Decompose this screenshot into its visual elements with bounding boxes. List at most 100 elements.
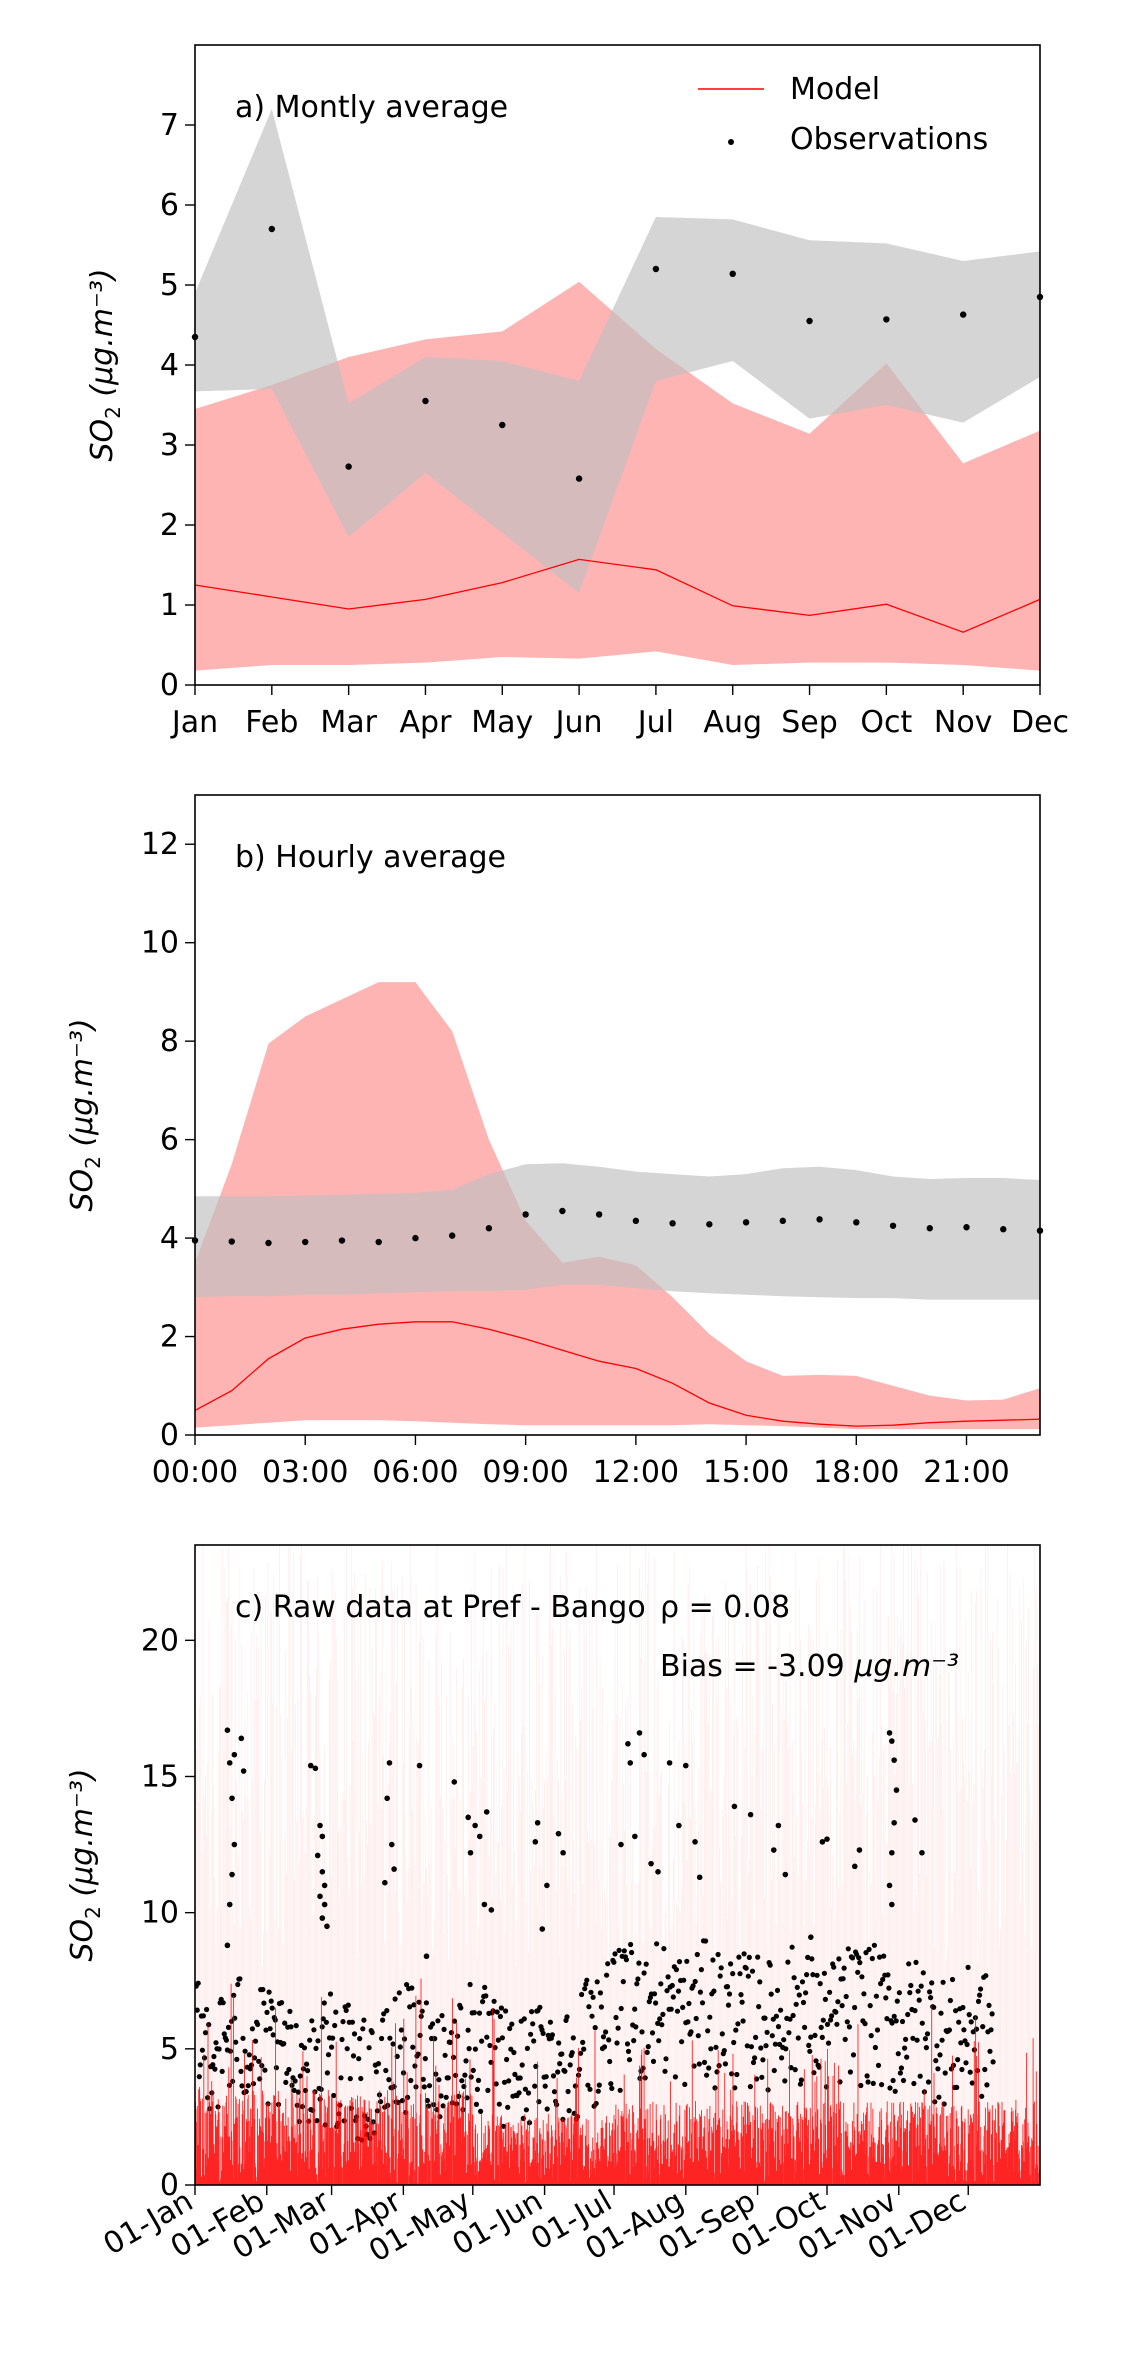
observation-point-h11 (595, 1211, 603, 1218)
observation-point (550, 2073, 557, 2079)
observation-point (289, 2082, 295, 2088)
observation-point (618, 2005, 624, 2012)
observation-outlier-61 (819, 1839, 826, 1845)
observation-point (940, 1979, 946, 1985)
observation-point (966, 2012, 972, 2018)
observation-point (817, 1981, 823, 1987)
observation-point (607, 2058, 613, 2065)
observation-point (525, 2090, 532, 2096)
observation-point (234, 2056, 240, 2062)
observation-point (745, 1973, 751, 1979)
observation-point (509, 2021, 515, 2027)
observation-point (587, 2086, 593, 2092)
observation-point (600, 2034, 607, 2040)
panel-c-raw-data: 0510152001-Jan01-Feb01-Mar01-Apr01-May01… (65, 1544, 1041, 2269)
observation-point (512, 2071, 518, 2077)
observation-point (501, 2079, 508, 2085)
observation-point (443, 2094, 449, 2100)
observation-point (595, 2088, 601, 2094)
observation-point (937, 2052, 943, 2058)
panel-b-xtick-label-12: 12:00 (593, 1455, 679, 1490)
panel-b-axes: 0 2 4 6 8 10 12 00:00 03:00 06:00 09:00 12:00 15:00 1… (141, 827, 1010, 1490)
observation-point (262, 2067, 268, 2073)
observation-point (725, 2002, 732, 2008)
observation-point (796, 1992, 802, 1998)
observation-outlier-72 (889, 1901, 895, 1908)
observation-point (484, 2034, 490, 2040)
observation-point (223, 2037, 229, 2043)
observation-point-h4 (338, 1237, 346, 1244)
observation-outlier-50 (666, 1760, 673, 1766)
observation-point (934, 2043, 940, 2049)
observation-point (537, 2004, 543, 2010)
observation-outlier-15 (319, 1869, 326, 1875)
observation-point (373, 2069, 379, 2075)
observation-point (465, 2027, 471, 2033)
observation-point-may (499, 421, 506, 429)
observation-point (642, 2075, 648, 2081)
observation-point (743, 1965, 749, 1971)
panel-b-xtick-label-15: 15:00 (703, 1455, 789, 1490)
observation-point (211, 2053, 217, 2060)
observation-point (397, 2044, 403, 2050)
observation-point (426, 2083, 433, 2089)
panel-c-ytick-label-10: 10 (141, 1896, 179, 1931)
observation-point (954, 2084, 960, 2090)
observation-point (680, 2004, 686, 2010)
observation-point (956, 2019, 962, 2025)
observation-point (792, 2067, 798, 2073)
observation-outlier-22 (386, 1760, 393, 1766)
observation-point (261, 2000, 267, 2006)
observation-point (721, 2048, 727, 2054)
observation-outlier-1 (226, 1760, 233, 1766)
observation-outlier-53 (692, 1839, 698, 1845)
observation-point (868, 2033, 874, 2039)
observation-point (740, 2018, 746, 2024)
observation-point (861, 1991, 867, 1997)
observation-point (686, 2000, 692, 2007)
observation-outlier-55 (731, 1803, 738, 1810)
observation-point (704, 2072, 710, 2078)
observation-point (270, 2032, 276, 2038)
observation-point (946, 2027, 953, 2033)
panel-a-xtick-label-nov: Nov (934, 705, 993, 740)
observation-point (309, 2018, 315, 2024)
observation-point (390, 2041, 396, 2047)
observation-point (782, 2078, 788, 2084)
observation-point (705, 2028, 711, 2034)
observation-point (516, 2090, 522, 2096)
observation-point (673, 1967, 680, 1973)
observation-point (451, 2018, 458, 2024)
observation-point (691, 2063, 697, 2069)
observation-point (726, 1991, 733, 1997)
observation-point (715, 1951, 721, 1958)
observation-point-feb (268, 225, 276, 233)
observation-outlier-41 (560, 1849, 566, 1856)
observation-outlier-36 (532, 1839, 539, 1845)
observation-point (305, 2068, 311, 2074)
panel-a-legend: Model Observations (698, 72, 988, 157)
observation-point (936, 2094, 942, 2100)
observation-point (963, 2060, 969, 2066)
observation-point (656, 2038, 662, 2044)
observation-point (833, 2009, 839, 2015)
observation-point (221, 2031, 227, 2037)
observation-point (935, 2066, 941, 2072)
observation-point (411, 2002, 417, 2008)
observation-point (938, 2010, 944, 2016)
observation-point (416, 1999, 422, 2005)
observation-point (873, 1993, 880, 1999)
panel-b-plot-area (191, 982, 1044, 1430)
observation-point (975, 1998, 982, 2004)
observation-point (570, 2035, 576, 2041)
panel-c-plot-area (195, 1545, 1040, 2185)
observation-point (774, 1987, 781, 1993)
observation-point (320, 2016, 326, 2022)
observation-point (977, 1992, 983, 1998)
observation-point (964, 2041, 970, 2048)
observation-point (325, 2052, 332, 2058)
observation-point (532, 2083, 538, 2089)
observation-point (281, 2041, 287, 2047)
panel-a-xtick-label-apr: Apr (400, 705, 453, 740)
